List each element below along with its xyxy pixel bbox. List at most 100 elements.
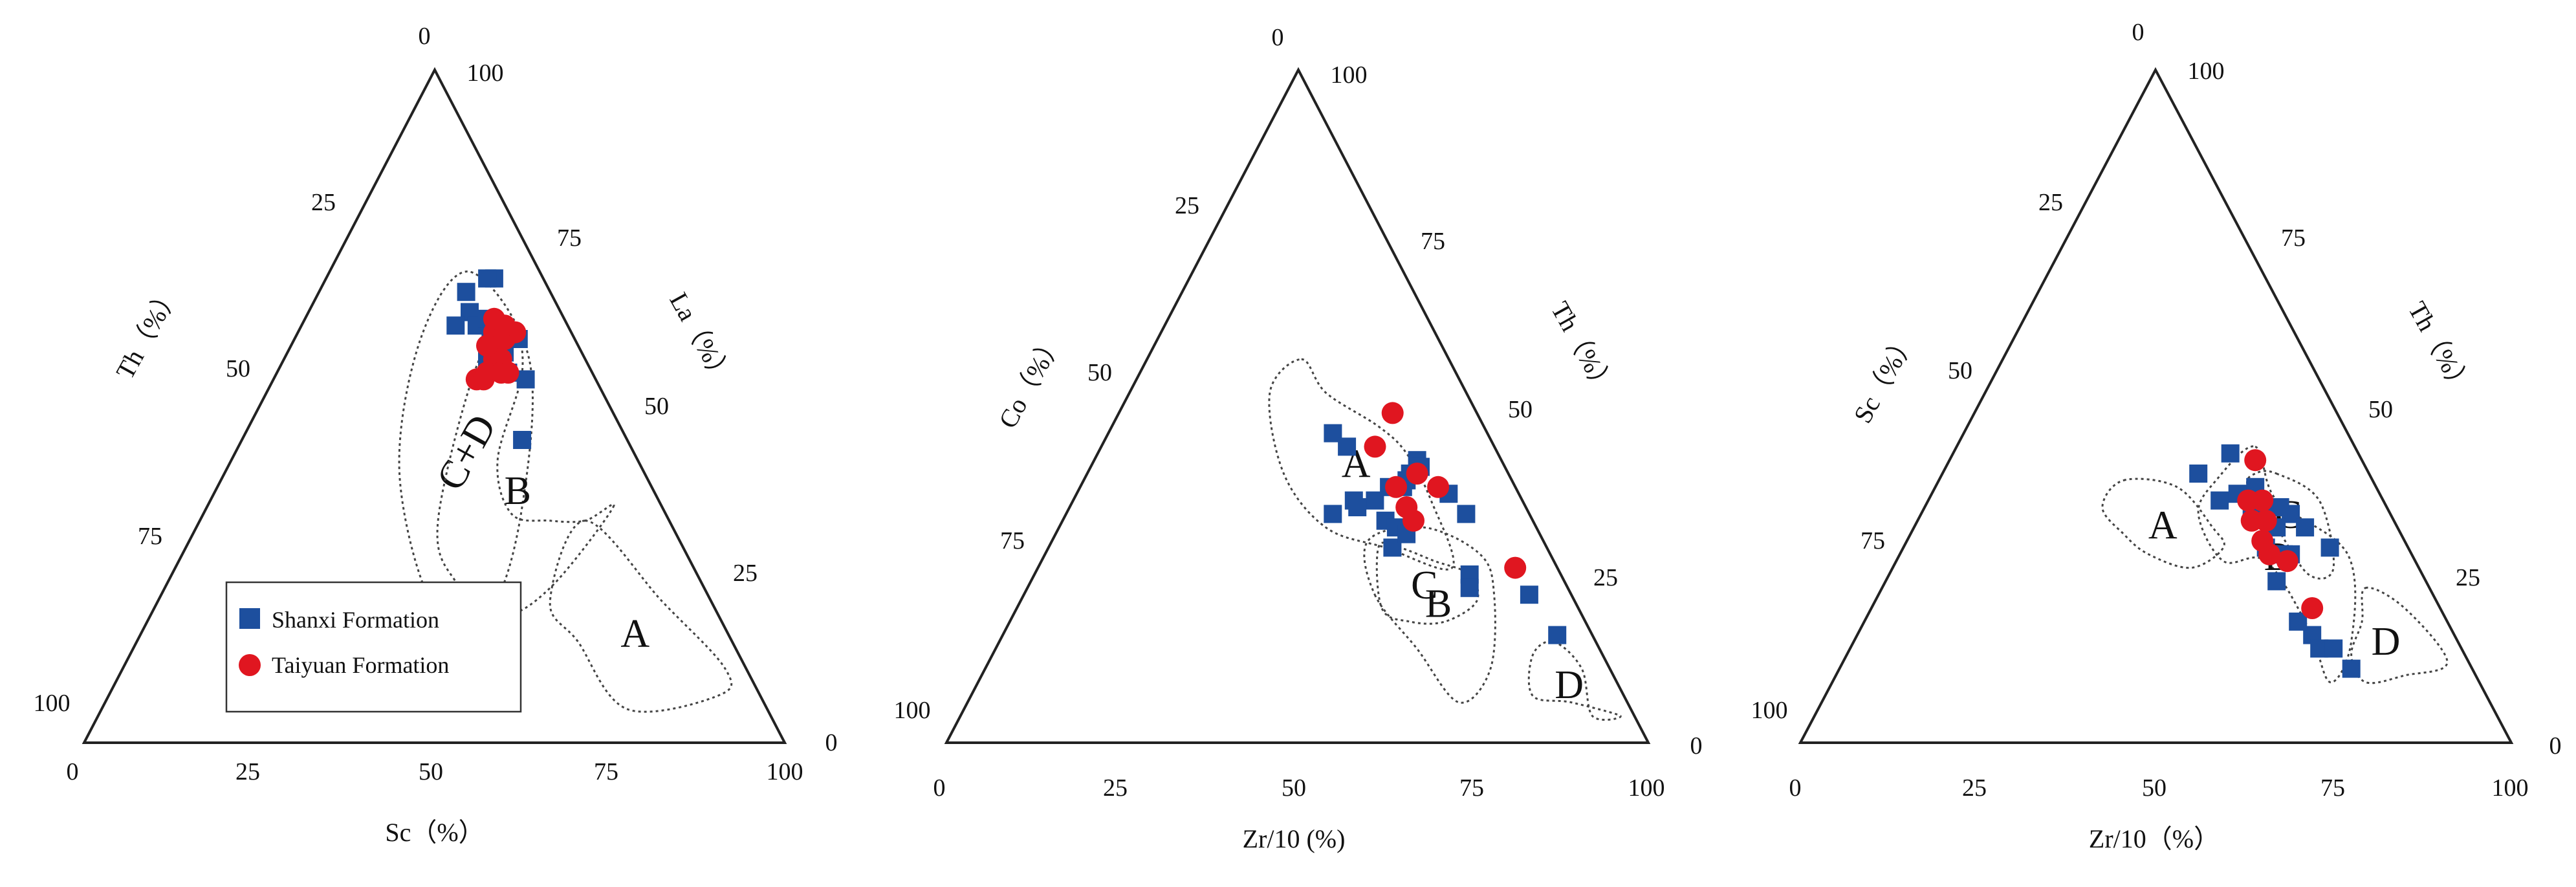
left-tick-label: 75 bbox=[1861, 527, 1885, 554]
right-tick-label: 50 bbox=[644, 393, 669, 420]
taiyuan-point bbox=[2254, 509, 2277, 532]
right-tick-label: 100 bbox=[467, 60, 504, 87]
bottom-axis-label: Zr/10（%） bbox=[2089, 824, 2220, 853]
field-b-boundary bbox=[2197, 445, 2357, 683]
taiyuan-point bbox=[1504, 556, 1527, 579]
field-label: D bbox=[1555, 663, 1584, 707]
taiyuan-point bbox=[1364, 435, 1386, 458]
shanxi-point bbox=[446, 316, 465, 335]
shanxi-point bbox=[2324, 639, 2343, 658]
field-a-boundary bbox=[549, 520, 733, 713]
field-label: D bbox=[2372, 620, 2401, 664]
bottom-tick-label: 0 bbox=[1789, 774, 1802, 802]
legend-square-icon bbox=[239, 608, 260, 629]
data-points bbox=[1324, 402, 1567, 644]
field-label: A bbox=[620, 612, 649, 656]
shanxi-point bbox=[1366, 491, 1384, 510]
shanxi-point bbox=[1548, 626, 1567, 644]
taiyuan-point bbox=[472, 368, 495, 391]
left-tick-label: 25 bbox=[311, 189, 336, 216]
field-label: B bbox=[1425, 582, 1452, 626]
shanxi-point bbox=[1520, 586, 1538, 604]
left-tick-label: 50 bbox=[1087, 359, 1112, 386]
right-axis-label: La（%） bbox=[664, 288, 738, 390]
shanxi-point bbox=[2296, 518, 2315, 537]
taiyuan-point bbox=[1385, 476, 1407, 498]
legend-circle-icon bbox=[239, 654, 261, 676]
left-axis-label: Co（%） bbox=[993, 329, 1069, 433]
right-tick-label: 75 bbox=[557, 224, 582, 252]
taiyuan-point bbox=[2237, 489, 2260, 512]
taiyuan-point bbox=[1381, 402, 1404, 424]
shanxi-point bbox=[2221, 444, 2240, 463]
left-tick-label: 50 bbox=[1948, 357, 1972, 384]
legend: Shanxi Formation Taiyuan Formation bbox=[225, 581, 522, 713]
right-tick-label: 100 bbox=[2188, 58, 2225, 85]
right-tick-label: 50 bbox=[1508, 396, 1533, 423]
taiyuan-point bbox=[476, 334, 498, 357]
right-tick-label: 75 bbox=[1421, 228, 1445, 255]
left-tick-label: 50 bbox=[226, 355, 250, 382]
left-tick-label: 100 bbox=[894, 697, 931, 724]
bottom-tick-label: 0 bbox=[67, 758, 79, 785]
right-axis-label: Th（%） bbox=[1545, 297, 1621, 400]
legend-box bbox=[225, 581, 522, 713]
right-tick-label: 25 bbox=[733, 560, 758, 587]
right-tick-label: 50 bbox=[2368, 396, 2393, 423]
shanxi-point bbox=[457, 283, 475, 301]
taiyuan-point bbox=[1427, 476, 1450, 498]
taiyuan-point bbox=[2301, 597, 2324, 619]
left-tick-label: 25 bbox=[1175, 192, 1199, 219]
shanxi-point bbox=[1348, 498, 1367, 516]
shanxi-point bbox=[513, 431, 532, 449]
left-tick-label: 25 bbox=[2038, 189, 2063, 216]
taiyuan-point bbox=[1395, 496, 1418, 518]
right-tick-label: 100 bbox=[1331, 61, 1368, 89]
ternary-panel-1: C+D BA 0 25 50 75 100 0 25 50 75 100 100 … bbox=[34, 23, 838, 847]
left-tick-label: 0 bbox=[2132, 19, 2145, 46]
bottom-axis-label: Sc（%） bbox=[385, 818, 484, 847]
field-label: C bbox=[1411, 564, 1437, 608]
shanxi-point bbox=[2289, 612, 2308, 631]
field-d-boundary bbox=[1527, 640, 1622, 721]
right-tick-label: 25 bbox=[1593, 564, 1618, 591]
bottom-tick-label: 100 bbox=[1628, 774, 1665, 802]
taiyuan-point bbox=[1406, 463, 1428, 485]
data-points bbox=[2189, 444, 2361, 678]
shanxi-point bbox=[2210, 491, 2229, 510]
bottom-tick-label: 25 bbox=[1103, 774, 1128, 802]
field-cd-boundary bbox=[398, 270, 534, 624]
bottom-axis-label: Zr/10 (%) bbox=[1243, 824, 1346, 853]
bottom-tick-label: 75 bbox=[594, 758, 618, 785]
shanxi-point bbox=[1457, 505, 1476, 523]
bottom-tick-label: 100 bbox=[767, 758, 803, 785]
right-tick-label: 0 bbox=[825, 729, 838, 756]
shanxi-point bbox=[2267, 572, 2286, 591]
taiyuan-point bbox=[2276, 550, 2298, 573]
left-axis-label: Th（%） bbox=[110, 281, 185, 384]
right-tick-label: 0 bbox=[2549, 732, 2562, 760]
bottom-tick-label: 50 bbox=[1282, 774, 1306, 802]
field-c-boundary bbox=[1375, 542, 1479, 625]
left-tick-label: 75 bbox=[138, 523, 162, 550]
data-points bbox=[446, 269, 535, 449]
field-label: A bbox=[2148, 504, 2178, 548]
right-tick-label: 0 bbox=[1690, 732, 1703, 760]
shanxi-point bbox=[1324, 505, 1342, 523]
legend-label: Taiyuan Formation bbox=[272, 652, 449, 678]
ternary-frame bbox=[82, 67, 787, 744]
left-tick-label: 100 bbox=[1751, 697, 1788, 724]
left-tick-label: 100 bbox=[34, 690, 71, 717]
left-axis-label: Sc（%） bbox=[1848, 327, 1921, 428]
shanxi-point bbox=[516, 370, 535, 389]
left-tick-label: 75 bbox=[1000, 527, 1025, 554]
taiyuan-point bbox=[2258, 543, 2281, 565]
field-d-boundary bbox=[2350, 586, 2449, 684]
taiyuan-point bbox=[494, 314, 516, 337]
right-tick-label: 25 bbox=[2456, 564, 2480, 591]
